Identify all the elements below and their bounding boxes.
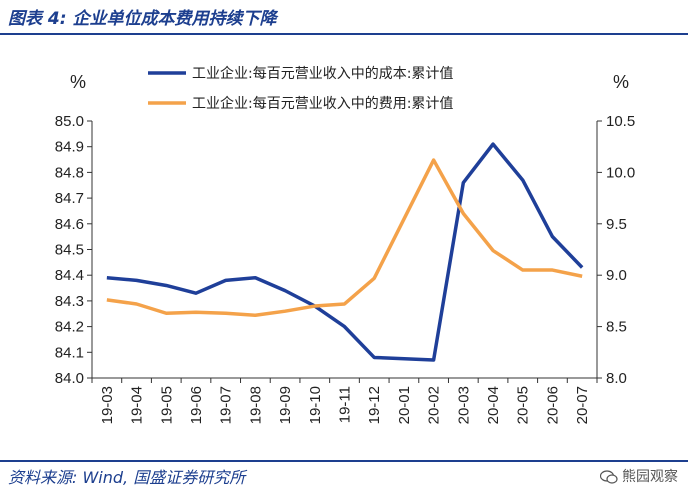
x-tick-label: 19-05 — [158, 386, 175, 424]
x-tick-label: 20-03 — [455, 386, 472, 424]
left-tick-label: 85.0 — [55, 113, 84, 130]
left-tick-label: 84.8 — [55, 164, 84, 181]
x-tick-label: 19-10 — [307, 386, 324, 424]
x-tick-label: 19-04 — [129, 386, 146, 424]
x-tick-label: 20-01 — [396, 386, 413, 424]
left-tick-label: 84.9 — [55, 139, 84, 156]
source-divider — [0, 460, 688, 462]
watermark: 熊园观察 — [599, 466, 678, 486]
source-note: 资料来源: Wind, 国盛证券研究所 — [8, 468, 246, 487]
x-tick-label: 19-08 — [247, 386, 264, 424]
x-tick-label: 19-06 — [188, 386, 205, 424]
right-tick-label: 8.5 — [606, 319, 627, 336]
left-tick-label: 84.2 — [55, 319, 84, 336]
series-line-1 — [106, 142, 584, 362]
x-tick-label: 19-11 — [337, 386, 354, 423]
x-tick-label: 20-05 — [515, 386, 532, 424]
wechat-icon — [599, 470, 618, 484]
left-tick-label: 84.6 — [55, 216, 84, 233]
x-tick-label: 20-04 — [485, 386, 502, 424]
x-tick-label: 19-12 — [366, 386, 383, 424]
x-tick-label: 20-02 — [426, 386, 443, 424]
x-tick-label: 19-09 — [277, 386, 294, 424]
left-tick-label: 84.7 — [55, 190, 84, 207]
right-tick-label: 9.5 — [606, 216, 627, 233]
left-tick-label: 84.1 — [55, 344, 84, 361]
left-tick-label: 84.4 — [55, 267, 84, 284]
right-tick-label: 8.0 — [606, 370, 627, 387]
legend-label-2: 工业企业:每百元营业收入中的费用:累计值 — [192, 95, 453, 112]
x-tick-label: 20-06 — [544, 386, 561, 424]
right-tick-label: 10.5 — [606, 113, 635, 130]
right-axis-unit: % — [613, 72, 629, 92]
right-tick-label: 10.0 — [606, 164, 635, 181]
x-tick-label: 19-07 — [218, 386, 235, 424]
left-tick-label: 84.0 — [55, 370, 84, 387]
left-axis-unit: % — [70, 72, 86, 92]
watermark-text: 熊园观察 — [622, 469, 678, 485]
legend-label-1: 工业企业:每百元营业收入中的成本:累计值 — [192, 65, 453, 82]
figure-title: 图表 4: 企业单位成本费用持续下降 — [8, 9, 277, 29]
left-tick-label: 84.5 — [55, 242, 84, 259]
x-tick-label: 20-07 — [574, 386, 591, 424]
x-tick-label: 19-03 — [99, 386, 116, 424]
series-line-2 — [106, 158, 583, 318]
title-divider — [0, 33, 688, 35]
right-tick-label: 9.0 — [606, 267, 627, 284]
left-tick-label: 84.3 — [55, 293, 84, 310]
